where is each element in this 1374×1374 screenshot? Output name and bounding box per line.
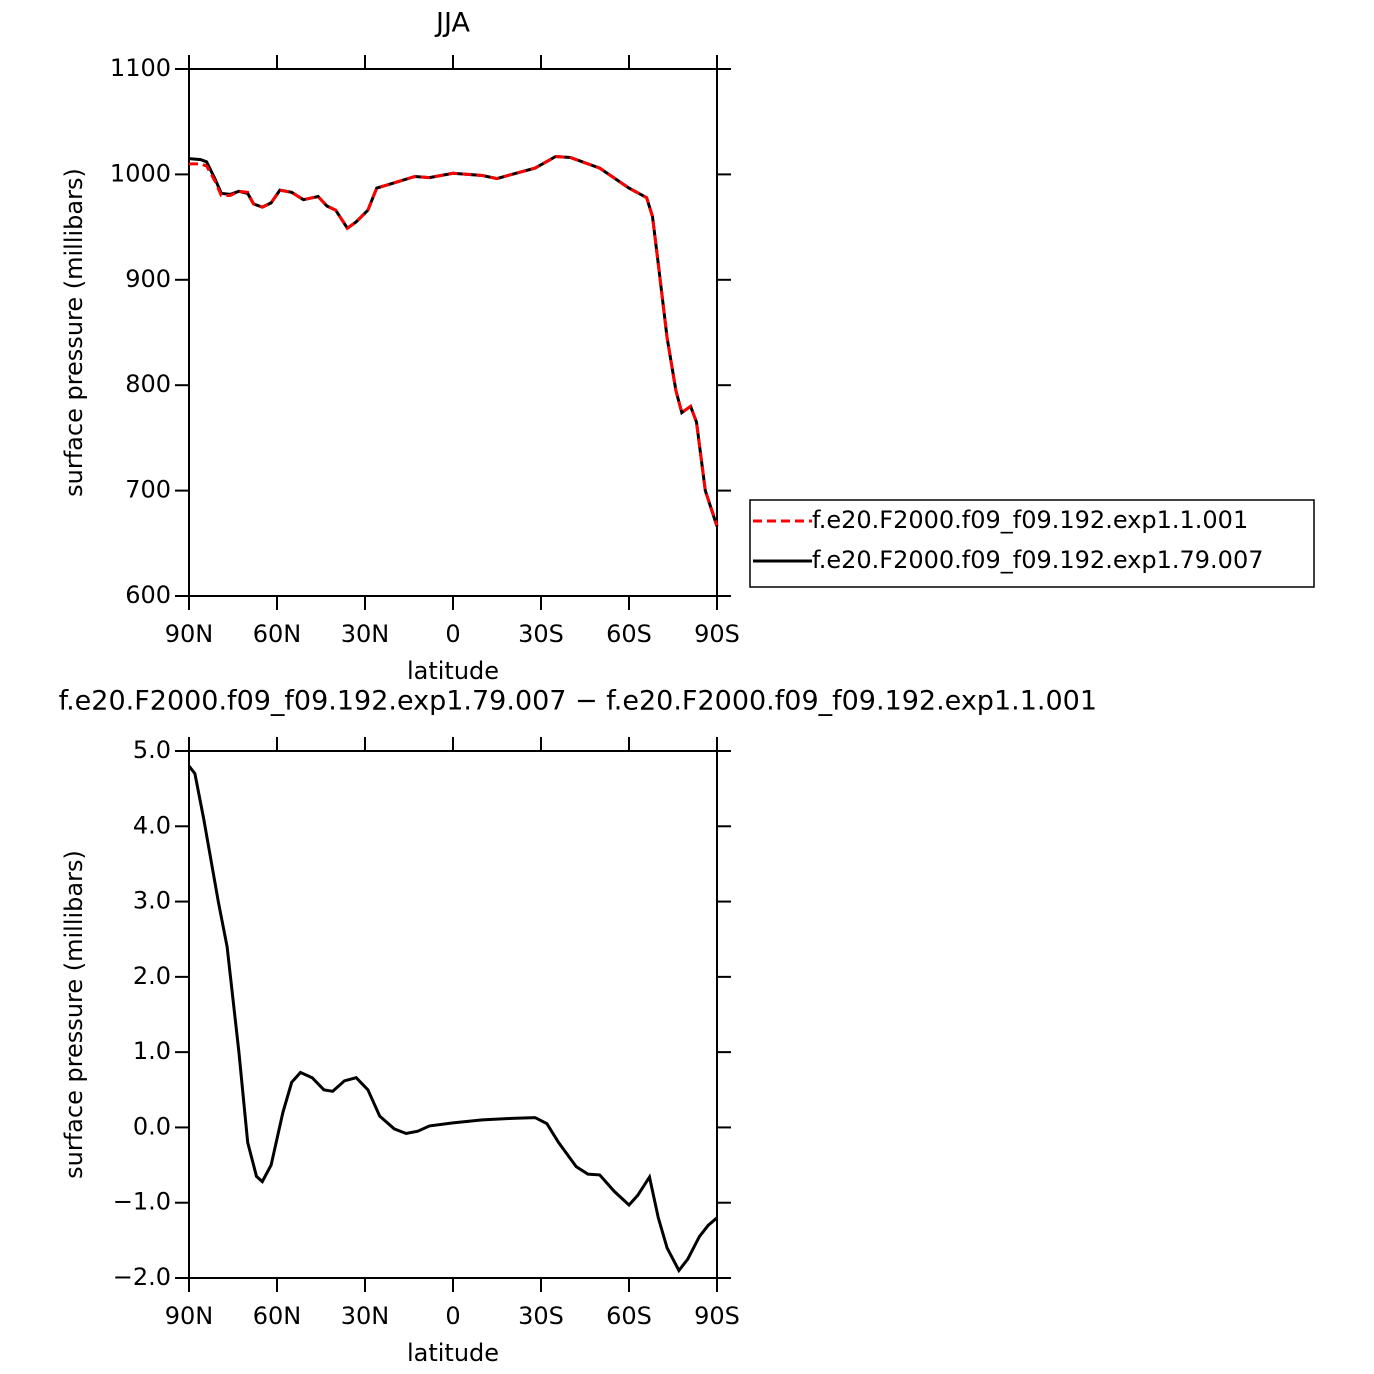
legend-label: f.e20.F2000.f09_f09.192.exp1.1.001 xyxy=(812,506,1248,534)
x-tick-label: 30N xyxy=(341,1302,390,1330)
plot-frame xyxy=(188,68,718,597)
x-tick-label: 0 xyxy=(445,620,460,648)
y-axis-label: surface pressure (millibars) xyxy=(60,168,88,497)
plot-frame xyxy=(188,750,718,1279)
y-tick-label: 700 xyxy=(125,476,171,504)
data-line xyxy=(188,154,719,527)
y-tick-label: 0.0 xyxy=(133,1112,171,1140)
y-tick-label: 5.0 xyxy=(133,736,171,764)
y-axis-label: surface pressure (millibars) xyxy=(60,850,88,1179)
x-tick-label: 90S xyxy=(694,620,740,648)
x-tick-label: 90N xyxy=(165,620,214,648)
x-tick-label: 60N xyxy=(253,620,302,648)
x-tick-label: 90S xyxy=(694,1302,740,1330)
y-tick-label: 1.0 xyxy=(133,1037,171,1065)
y-tick-label: −2.0 xyxy=(113,1263,171,1291)
x-tick-label: 0 xyxy=(445,1302,460,1330)
y-tick-label: 600 xyxy=(125,581,171,609)
x-tick-label: 60N xyxy=(253,1302,302,1330)
legend-label: f.e20.F2000.f09_f09.192.exp1.79.007 xyxy=(812,546,1263,574)
x-tick-label: 30N xyxy=(341,620,390,648)
y-tick-label: 3.0 xyxy=(133,887,171,915)
y-tick-label: 900 xyxy=(125,265,171,293)
x-tick-label: 60S xyxy=(606,620,652,648)
chart-title: JJA xyxy=(434,8,470,39)
y-tick-label: 1000 xyxy=(110,159,171,187)
chart-title: f.e20.F2000.f09_f09.192.exp1.79.007 − f.… xyxy=(59,686,1097,717)
x-axis-label: latitude xyxy=(407,1339,499,1367)
legend-box xyxy=(749,499,1315,588)
y-tick-label: −1.0 xyxy=(113,1188,171,1216)
y-tick-label: 2.0 xyxy=(133,962,171,990)
data-line xyxy=(187,765,718,1274)
y-tick-label: 4.0 xyxy=(133,811,171,839)
data-line xyxy=(189,154,719,526)
y-tick-label: 1100 xyxy=(110,54,171,82)
y-tick-label: 800 xyxy=(125,370,171,398)
x-tick-label: 30S xyxy=(518,620,564,648)
x-axis-label: latitude xyxy=(407,657,499,685)
x-tick-label: 90N xyxy=(165,1302,214,1330)
x-tick-label: 30S xyxy=(518,1302,564,1330)
x-tick-label: 60S xyxy=(606,1302,652,1330)
